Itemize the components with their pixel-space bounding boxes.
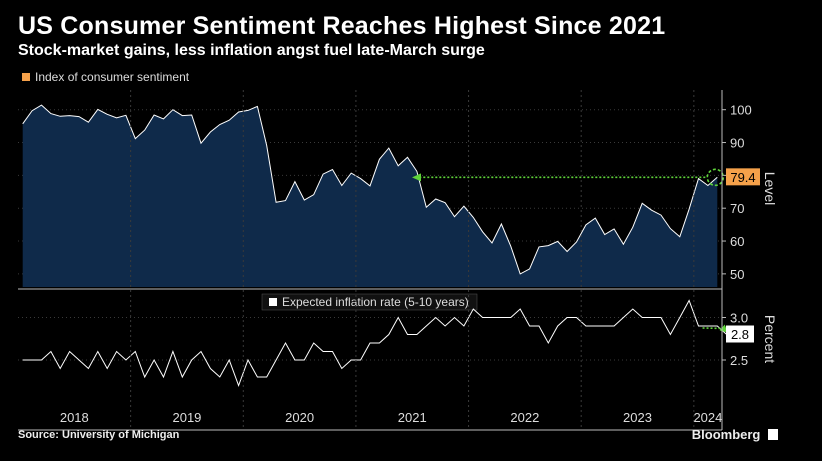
comparison-arrow-head bbox=[412, 173, 421, 182]
y-tick-label: 100 bbox=[730, 103, 752, 118]
x-tick-label: 2021 bbox=[398, 410, 427, 425]
sentiment-line bbox=[22, 104, 718, 275]
inflation-line bbox=[22, 299, 728, 387]
y-axis-title-percent: Percent bbox=[762, 315, 778, 363]
legend-inflation-label: Expected inflation rate (5-10 years) bbox=[282, 295, 469, 309]
source-note: Source: University of Michigan bbox=[18, 429, 180, 441]
sentiment-area bbox=[22, 105, 718, 287]
bloomberg-logo: Bloomberg bbox=[692, 427, 778, 442]
y-tick-label: 2.5 bbox=[730, 353, 748, 368]
x-tick-label: 2019 bbox=[172, 410, 201, 425]
y-tick-label: 70 bbox=[730, 201, 744, 216]
x-tick-label: 2023 bbox=[623, 410, 652, 425]
x-axis: 2018 2019 2020 2021 2022 2023 2024 bbox=[18, 90, 723, 431]
sentiment-panel: 5060708090100Level79.4 bbox=[18, 103, 778, 287]
bloomberg-wordmark: Bloomberg bbox=[691, 427, 761, 442]
latest-value-box bbox=[726, 168, 760, 186]
x-tick-label: 2022 bbox=[510, 410, 539, 425]
y-tick-label: 3.0 bbox=[730, 311, 748, 326]
bloomberg-terminal-icon bbox=[768, 429, 778, 440]
legend-swatch-orange bbox=[22, 73, 30, 81]
latest-inflation-box bbox=[726, 325, 754, 343]
inflation-arrow-line bbox=[702, 327, 725, 330]
legend-sentiment: Index of consumer sentiment bbox=[22, 70, 189, 84]
y-axis-title-level: Level bbox=[762, 172, 778, 205]
legend-sentiment-label: Index of consumer sentiment bbox=[35, 70, 190, 84]
legend-inflation-box bbox=[261, 293, 478, 311]
y-tick-label: 50 bbox=[730, 267, 744, 282]
x-tick-label: 2024 bbox=[693, 410, 722, 425]
latest-inflation-label: 2.8 bbox=[731, 327, 749, 342]
x-tick-label: 2018 bbox=[60, 410, 89, 425]
y-tick-label: 60 bbox=[730, 234, 744, 249]
inflation-panel: 2.5 3.0 Percent Expected inflation rate (5-… bbox=[18, 293, 778, 387]
x-tick-label: 2020 bbox=[285, 410, 314, 425]
latest-value-label: 79.4 bbox=[730, 170, 755, 185]
highlight-circle bbox=[706, 168, 725, 187]
chart-subtitle: Stock-market gains, less inflation angst… bbox=[18, 42, 485, 59]
y-tick-label: 90 bbox=[730, 136, 744, 151]
chart-title: US Consumer Sentiment Reaches Highest Si… bbox=[18, 12, 666, 40]
legend-swatch-white bbox=[269, 298, 277, 306]
